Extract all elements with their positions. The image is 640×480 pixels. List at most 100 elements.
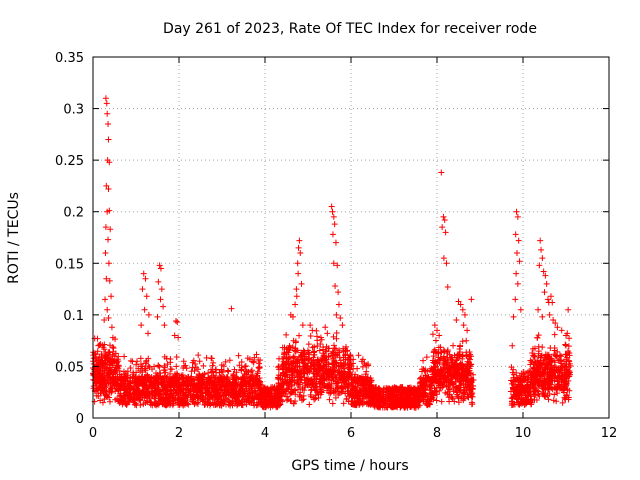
data-point xyxy=(95,342,102,349)
data-point xyxy=(127,379,134,386)
data-point xyxy=(167,379,174,386)
data-point xyxy=(324,330,331,337)
data-point xyxy=(179,374,186,381)
data-point xyxy=(95,356,102,363)
data-point xyxy=(468,296,475,303)
data-point xyxy=(565,349,572,356)
data-point xyxy=(106,159,113,166)
data-point xyxy=(147,398,154,405)
data-point xyxy=(544,296,551,303)
data-point xyxy=(444,369,451,376)
data-point xyxy=(345,398,352,405)
data-point xyxy=(439,224,446,231)
data-point xyxy=(293,371,300,378)
data-point xyxy=(297,375,304,382)
data-point xyxy=(444,284,451,291)
data-point xyxy=(166,402,173,409)
data-point xyxy=(103,275,110,282)
data-point xyxy=(448,356,455,363)
data-point xyxy=(241,363,248,370)
data-point xyxy=(436,332,443,339)
data-point xyxy=(251,387,258,394)
data-point xyxy=(437,367,444,374)
data-point xyxy=(98,390,105,397)
data-point xyxy=(312,387,319,394)
data-point xyxy=(206,389,213,396)
data-point xyxy=(292,348,299,355)
data-point xyxy=(535,381,542,388)
data-point xyxy=(328,380,335,387)
data-point xyxy=(236,389,243,396)
data-point xyxy=(301,387,308,394)
data-point xyxy=(335,391,342,398)
data-point xyxy=(134,376,141,383)
y-tick-label: 0.3 xyxy=(63,103,84,118)
data-point xyxy=(309,327,316,334)
data-point xyxy=(563,382,570,389)
data-point xyxy=(522,391,529,398)
data-point xyxy=(552,352,559,359)
data-point xyxy=(311,361,318,368)
data-point xyxy=(460,322,467,329)
data-point xyxy=(90,355,97,362)
data-point xyxy=(348,397,355,404)
data-point xyxy=(105,136,112,143)
data-point xyxy=(171,332,178,339)
data-point xyxy=(223,382,230,389)
data-point xyxy=(329,231,336,238)
data-point xyxy=(375,400,382,407)
data-point xyxy=(326,396,333,403)
data-point xyxy=(383,404,390,411)
data-point xyxy=(173,363,180,370)
data-point xyxy=(461,311,468,318)
data-point xyxy=(414,395,421,402)
data-point xyxy=(449,395,456,402)
data-point xyxy=(533,387,540,394)
data-point xyxy=(545,355,552,362)
data-point xyxy=(377,387,384,394)
data-point xyxy=(172,379,179,386)
y-axis-label: ROTI / TECUs xyxy=(6,192,22,284)
data-point xyxy=(419,366,426,373)
data-point xyxy=(400,403,407,410)
data-point xyxy=(422,386,429,393)
data-point xyxy=(390,398,397,405)
data-point xyxy=(536,393,543,400)
y-tick-label: 0.2 xyxy=(63,206,84,221)
data-point xyxy=(393,400,400,407)
data-point xyxy=(248,367,255,374)
data-point xyxy=(104,110,111,117)
data-point xyxy=(338,384,345,391)
data-point xyxy=(231,373,238,380)
data-point xyxy=(536,262,543,269)
data-point xyxy=(457,377,464,384)
data-point xyxy=(318,389,325,396)
data-point xyxy=(303,355,310,362)
data-point xyxy=(335,289,342,296)
data-point xyxy=(280,390,287,397)
data-point xyxy=(309,344,316,351)
data-point xyxy=(148,399,155,406)
data-point xyxy=(554,383,561,390)
data-point xyxy=(357,388,364,395)
data-point xyxy=(531,345,538,352)
data-point xyxy=(430,373,437,380)
data-point xyxy=(144,390,151,397)
data-point xyxy=(222,358,229,365)
data-point xyxy=(182,362,189,369)
data-point xyxy=(209,377,216,384)
data-point xyxy=(142,374,149,381)
data-point xyxy=(430,396,437,403)
data-point xyxy=(368,378,375,385)
data-point xyxy=(208,369,215,376)
data-point xyxy=(399,393,406,400)
data-point xyxy=(103,100,110,107)
x-tick-label: 10 xyxy=(515,426,532,441)
data-point xyxy=(255,364,262,371)
data-point xyxy=(106,207,113,214)
data-point xyxy=(315,391,322,398)
data-point xyxy=(196,358,203,365)
data-point xyxy=(109,378,116,385)
data-point xyxy=(105,186,112,193)
data-point xyxy=(286,374,293,381)
